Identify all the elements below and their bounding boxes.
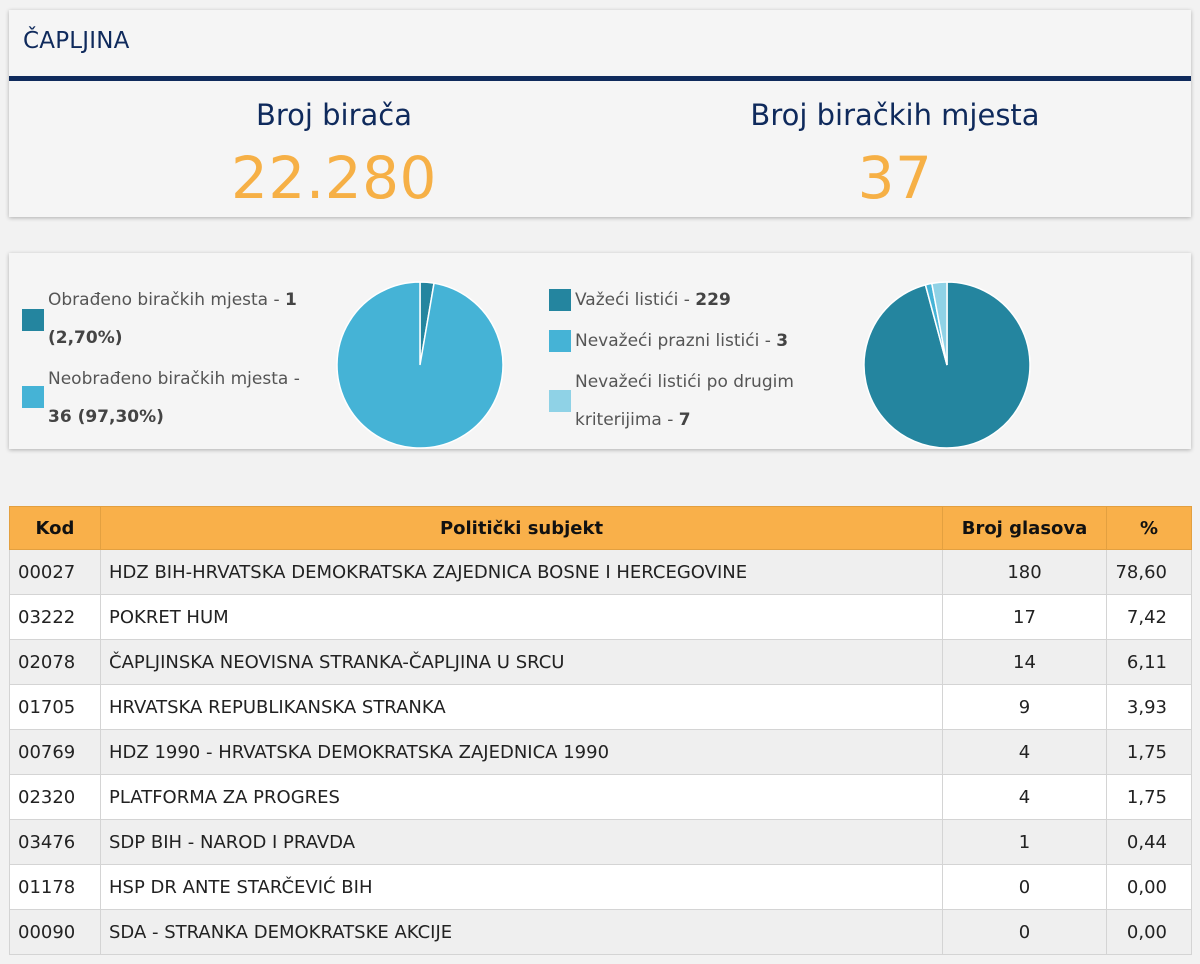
cell-party: SDP BIH - NAROD I PRAVDA [100, 819, 943, 865]
cell-votes: 4 [942, 729, 1107, 775]
cell-party: HRVATSKA REPUBLIKANSKA STRANKA [100, 684, 943, 730]
cell-party: ČAPLJINSKA NEOVISNA STRANKA-ČAPLJINA U S… [100, 639, 943, 685]
table-row: 02320 PLATFORMA ZA PROGRES 4 1,75 [9, 774, 1192, 820]
cell-votes: 4 [942, 774, 1107, 820]
table-row: 00090 SDA - STRANKA DEMOKRATSKE AKCIJE 0 0,… [9, 909, 1192, 955]
cell-percent: 0,44 [1106, 819, 1192, 865]
legend-label-invalid-empty: Nevažeći prazni listići - [575, 331, 777, 351]
pie-slice-invalid-other[interactable] [930, 281, 948, 366]
stations-stat: Broj biračkih mjesta 37 [635, 98, 1155, 212]
cell-percent: 1,75 [1106, 774, 1192, 820]
voters-label: Broj birača [255, 98, 413, 132]
cell-party: HSP DR ANTE STARČEVIĆ BIH [100, 864, 943, 910]
legend-item-invalid-other: Nevažeći listići po drugim kriterijima -… [575, 363, 835, 439]
cell-party: PLATFORMA ZA PROGRES [100, 774, 943, 820]
cell-percent: 0,00 [1106, 909, 1192, 955]
pie-slice-unprocessed[interactable] [336, 281, 504, 449]
legend-label-unprocessed: Neobrađeno biračkih mjesta - [48, 369, 300, 389]
cell-code: 03476 [9, 819, 101, 865]
header-votes[interactable]: Broj glasova [942, 506, 1107, 550]
cell-party: HDZ 1990 - HRVATSKA DEMOKRATSKA ZAJEDNIC… [100, 729, 943, 775]
cell-code: 02320 [9, 774, 101, 820]
header-percent[interactable]: % [1106, 506, 1192, 550]
table-row: 00769 HDZ 1990 - HRVATSKA DEMOKRATSKA ZAJ… [9, 729, 1192, 775]
cell-percent: 0,00 [1106, 864, 1192, 910]
cell-party: SDA - STRANKA DEMOKRATSKE AKCIJE [100, 909, 943, 955]
cell-votes: 0 [942, 864, 1107, 910]
cell-code: 01705 [9, 684, 101, 730]
legend-swatch-unprocessed [22, 386, 44, 408]
municipality-title: ČAPLJINA [23, 28, 130, 54]
cell-percent: 3,93 [1106, 684, 1192, 730]
table-row: 01178 HSP DR ANTE STARČEVIĆ BIH 0 0,00 [9, 864, 1192, 910]
cell-percent: 6,11 [1106, 639, 1192, 685]
cell-code: 01178 [9, 864, 101, 910]
legend-item-valid: Važeći listići - 229 [575, 281, 835, 319]
table-row: 03476 SDP BIH - NAROD I PRAVDA 1 0,44 [9, 819, 1192, 865]
table-row: 02078 ČAPLJINSKA NEOVISNA STRANKA-ČAPLJIN… [9, 639, 1192, 685]
legend-swatch-invalid-other [549, 390, 571, 412]
legend-swatch-processed [22, 309, 44, 331]
cell-votes: 17 [942, 594, 1107, 640]
stations-pie-chart [336, 281, 504, 449]
results-table: Kod Politički subjekt Broj glasova % 000… [9, 506, 1192, 955]
cell-percent: 78,60 [1106, 549, 1192, 595]
table-row: 03222 POKRET HUM 17 7,42 [9, 594, 1192, 640]
cell-code: 00090 [9, 909, 101, 955]
header-party[interactable]: Politički subjekt [100, 506, 943, 550]
summary-card: ČAPLJINA Broj birača 22.280 Broj birački… [9, 10, 1191, 217]
cell-code: 03222 [9, 594, 101, 640]
cell-votes: 9 [942, 684, 1107, 730]
header-code[interactable]: Kod [9, 506, 101, 550]
legend-pct-processed: (2,70%) [48, 328, 123, 348]
legend-label-invalid-other-2: kriterijima - [575, 410, 679, 430]
cell-party: HDZ BIH-HRVATSKA DEMOKRATSKA ZAJEDNICA B… [100, 549, 943, 595]
legend-value-invalid-other: 7 [678, 410, 691, 430]
cell-votes: 14 [942, 639, 1107, 685]
cell-code: 00769 [9, 729, 101, 775]
cell-code: 02078 [9, 639, 101, 685]
cell-percent: 1,75 [1106, 729, 1192, 775]
table-row: 01705 HRVATSKA REPUBLIKANSKA STRANKA 9 3,93 [9, 684, 1192, 730]
legend-swatch-valid [549, 289, 571, 311]
legend-label-invalid-other-1: Nevažeći listići po drugim [575, 372, 794, 392]
legend-value-processed: 1 [285, 290, 297, 310]
stations-value: 37 [857, 144, 933, 212]
legend-item-unprocessed: Neobrađeno biračkih mjesta - 36 (97,30%) [48, 360, 318, 436]
cell-votes: 1 [942, 819, 1107, 865]
table-header-row: Kod Politički subjekt Broj glasova % [9, 506, 1192, 550]
legend-label-valid: Važeći listići - [575, 290, 696, 310]
table-row: 00027 HDZ BIH-HRVATSKA DEMOKRATSKA ZAJEDN… [9, 549, 1192, 595]
cell-percent: 7,42 [1106, 594, 1192, 640]
legend-value-valid: 229 [695, 290, 731, 310]
legend-value-unprocessed: 36 (97,30%) [48, 407, 164, 427]
legend-swatch-invalid-empty [549, 330, 571, 352]
cell-party: POKRET HUM [100, 594, 943, 640]
legend-item-processed: Obrađeno biračkih mjesta - 1 (2,70%) [48, 281, 318, 357]
title-divider [9, 76, 1191, 81]
cell-code: 00027 [9, 549, 101, 595]
stations-label: Broj biračkih mjesta [750, 98, 1040, 132]
voters-stat: Broj birača 22.280 [74, 98, 594, 212]
statistics-card: Obrađeno biračkih mjesta - 1 (2,70%) Neo… [9, 253, 1191, 449]
ballots-pie-chart [863, 281, 1031, 449]
voters-value: 22.280 [231, 144, 437, 212]
legend-item-invalid-empty: Nevažeći prazni listići - 3 [575, 322, 835, 360]
legend-label-processed: Obrađeno biračkih mjesta - [48, 290, 286, 310]
cell-votes: 180 [942, 549, 1107, 595]
legend-value-invalid-empty: 3 [776, 331, 789, 351]
cell-votes: 0 [942, 909, 1107, 955]
